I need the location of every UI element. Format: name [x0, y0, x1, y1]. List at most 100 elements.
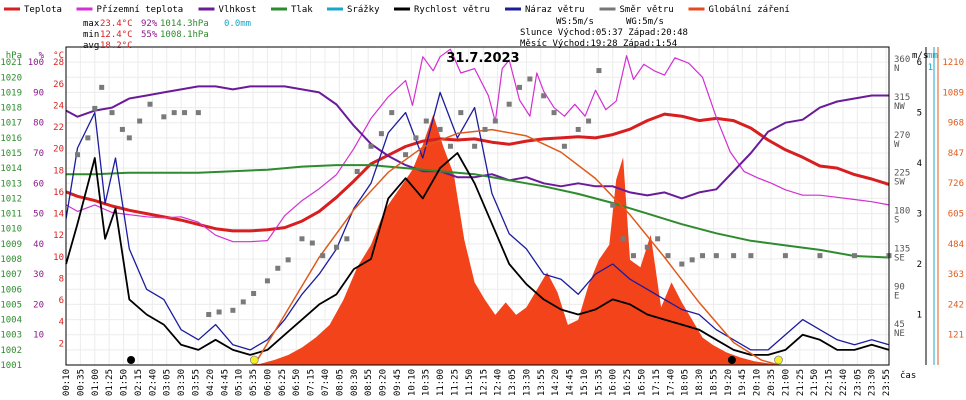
wind-direction-point: [472, 143, 478, 149]
axis-tick-temperature: 26: [53, 80, 64, 90]
wind-direction-point: [782, 253, 788, 259]
axis-tick-time: 02:40: [148, 369, 158, 396]
axis-tick-time: 23:05: [853, 369, 863, 396]
axis-tick-time: 13:30: [522, 369, 532, 396]
axis-tick-time: 07:40: [321, 369, 331, 396]
axis-tick-time: 16:00: [609, 369, 619, 396]
axis-tick-time: 21:00: [781, 369, 791, 396]
axis-tick-humidity: 90: [33, 88, 44, 98]
wind-direction-point: [137, 118, 143, 124]
wind-direction-point: [586, 118, 592, 124]
sun-marker: [774, 355, 783, 365]
wind-direction-point: [817, 253, 823, 259]
axis-tick-humidity: 30: [33, 270, 44, 280]
axis-tick-direction: 90: [894, 282, 905, 292]
axis-tick-humidity: 50: [33, 210, 44, 220]
axis-tick-pressure: 1008: [0, 255, 22, 265]
axis-unit-temperature: °C: [53, 51, 64, 61]
axis-tick-pressure: 1021: [0, 58, 22, 68]
axis-tick-direction: 45: [894, 320, 905, 330]
axis-tick-radiation: 605: [948, 210, 964, 220]
axis-tick-time: 23:55: [882, 369, 892, 396]
axis-tick-time: 08:55: [364, 369, 374, 396]
axis-tick-time: 03:55: [191, 369, 201, 396]
axis-tick-direction-name: NE: [894, 329, 905, 339]
series-line-n-raz-v-tru: [65, 91, 890, 351]
axis-tick-temperature: 12: [53, 231, 64, 241]
wind-direction-point: [378, 131, 384, 137]
axis-unit-pressure: hPa: [6, 51, 22, 61]
wind-direction-point: [119, 126, 125, 132]
axis-tick-pressure: 1013: [0, 179, 22, 189]
axis-tick-pressure: 1003: [0, 331, 22, 341]
axis-tick-time: 01:50: [120, 369, 130, 396]
axis-tick-direction-name: N: [894, 64, 899, 74]
axis-tick-pressure: 1018: [0, 104, 22, 114]
wind-direction-point: [447, 143, 453, 149]
wind-direction-point: [575, 126, 581, 132]
axis-tick-radiation: 726: [948, 179, 964, 189]
axis-tick-time: 00:35: [76, 369, 86, 396]
axis-tick-time: 10:35: [422, 369, 432, 396]
axis-tick-pressure: 1004: [0, 316, 22, 326]
axis-tick-time: 05:10: [235, 369, 245, 396]
wind-direction-point: [700, 253, 706, 259]
axis-tick-radiation: 968: [948, 119, 964, 129]
axis-tick-direction: 315: [894, 93, 910, 103]
axis-tick-time: 16:25: [623, 369, 633, 396]
series-line-sun-arc: [253, 128, 779, 366]
wind-direction-point: [285, 257, 291, 263]
axis-tick-time: 06:25: [278, 369, 288, 396]
axis-tick-temperature: 8: [59, 274, 64, 284]
axis-tick-temperature: 10: [53, 253, 64, 263]
wind-direction-point: [482, 126, 488, 132]
axis-tick-pressure: 1014: [0, 164, 22, 174]
axis-tick-humidity: 80: [33, 119, 44, 129]
axis-unit-humidity: %: [39, 51, 45, 61]
wind-direction-point: [126, 135, 132, 141]
axis-tick-direction-name: SW: [894, 178, 905, 188]
axis-tick-time: 20:10: [753, 369, 763, 396]
axis-tick-time: 21:50: [810, 369, 820, 396]
wind-direction-point: [333, 244, 339, 250]
axis-tick-temperature: 6: [59, 296, 64, 306]
axis-tick-rain: 1: [928, 63, 933, 73]
wind-direction-point: [689, 257, 695, 263]
axis-tick-pressure: 1010: [0, 225, 22, 235]
stats-rain: 0.0mm: [224, 19, 251, 29]
wind-direction-point: [320, 253, 326, 259]
wind-direction-point: [731, 253, 737, 259]
axis-tick-temperature: 2: [59, 339, 64, 349]
wind-direction-point: [206, 312, 212, 318]
stats-temp: 18.2°C: [100, 41, 133, 51]
series-area-radiation: [66, 114, 890, 365]
axis-tick-temperature: 24: [53, 101, 64, 111]
axis-tick-time: 18:05: [681, 369, 691, 396]
stats-label: avg: [83, 41, 99, 51]
wind-direction-point: [458, 110, 464, 116]
chart-title: 31.7.2023: [446, 51, 519, 66]
axis-tick-time: 14:45: [566, 369, 576, 396]
axis-tick-time: 23:30: [868, 369, 878, 396]
wind-direction-point: [403, 152, 409, 158]
axis-tick-time: 04:20: [206, 369, 216, 396]
stats-pressure: 1014.3hPa: [160, 19, 209, 29]
axis-tick-radiation: 847: [948, 149, 964, 159]
wind-direction-point: [299, 236, 305, 242]
wind-direction-point: [713, 253, 719, 259]
stats-moon: Měsíc Východ:19:28 Západ:1:54: [520, 39, 677, 49]
legend-label: Tlak: [291, 5, 313, 15]
axis-tick-radiation: 363: [948, 270, 964, 280]
axis-tick-wind: 4: [917, 159, 922, 169]
axis-tick-time: 13:05: [508, 369, 518, 396]
axis-label-time: čas: [900, 370, 916, 381]
axis-tick-temperature: 28: [53, 58, 64, 68]
wind-direction-point: [147, 101, 153, 107]
axis-tick-time: 18:55: [709, 369, 719, 396]
wind-direction-point: [344, 236, 350, 242]
axis-unit-wind: m/s: [912, 51, 928, 61]
axis-tick-direction-name: SE: [894, 253, 905, 263]
axis-tick-radiation: 121: [948, 331, 964, 341]
axis-tick-radiation: 1210: [942, 58, 964, 68]
